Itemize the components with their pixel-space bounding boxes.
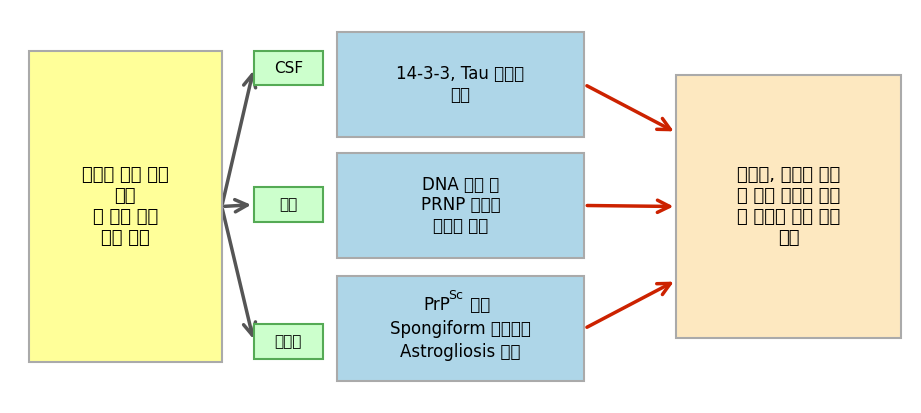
Text: CSF: CSF — [274, 61, 303, 76]
Text: Astrogliosis 확인: Astrogliosis 확인 — [401, 343, 520, 361]
Text: 뇌조직: 뇌조직 — [274, 334, 302, 349]
Text: 프리온 질환 의심
환자
및 기타 환자
검체 확보: 프리온 질환 의심 환자 및 기타 환자 검체 확보 — [82, 166, 169, 247]
Text: 확인: 확인 — [465, 296, 490, 314]
FancyBboxPatch shape — [254, 187, 322, 222]
Text: Sc: Sc — [449, 289, 463, 302]
FancyBboxPatch shape — [336, 32, 585, 137]
FancyBboxPatch shape — [336, 276, 585, 381]
FancyBboxPatch shape — [254, 51, 322, 85]
Text: 14-3-3, Tau 단백질
검출: 14-3-3, Tau 단백질 검출 — [396, 65, 525, 104]
Text: DNA 확보 및
PRNP 유전자
다형성 조사: DNA 확보 및 PRNP 유전자 다형성 조사 — [421, 176, 500, 235]
Text: Spongiform 형성확인: Spongiform 형성확인 — [391, 320, 530, 337]
Text: 산발성, 유전성 프리
온 질환 환자의 확진
및 프리온 환자 검체
확보: 산발성, 유전성 프리 온 질환 환자의 확진 및 프리온 환자 검체 확보 — [737, 166, 840, 247]
Text: PrP: PrP — [424, 296, 450, 314]
FancyBboxPatch shape — [254, 324, 322, 359]
FancyBboxPatch shape — [336, 153, 585, 258]
Text: 혈액: 혈액 — [279, 197, 297, 212]
FancyBboxPatch shape — [676, 75, 902, 338]
FancyBboxPatch shape — [29, 51, 222, 362]
